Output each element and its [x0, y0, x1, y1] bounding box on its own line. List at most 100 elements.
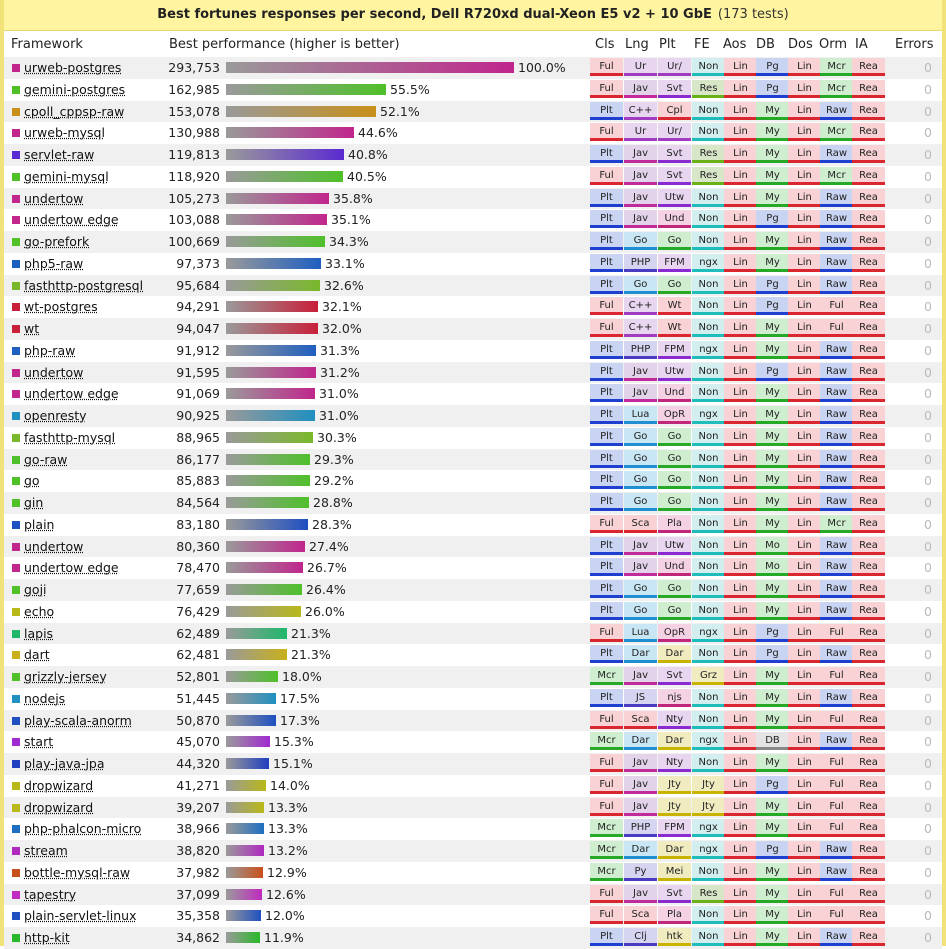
framework-link[interactable]: play-scala-anorm: [24, 712, 132, 728]
framework-link[interactable]: plain: [24, 516, 55, 532]
framework-link[interactable]: go-prefork: [24, 234, 90, 249]
framework-link[interactable]: dropwizard: [24, 777, 94, 793]
attr-lng: Go: [624, 275, 657, 294]
rps-value: 37,982: [176, 864, 220, 880]
header-lng[interactable]: Lng: [625, 37, 649, 52]
framework-link[interactable]: php5-raw: [24, 255, 84, 271]
table-row: go-raw 86,177 29.3% Plt Go Go Non Lin My Lin Raw Re…: [4, 448, 942, 471]
framework-link[interactable]: undertow: [24, 364, 84, 380]
framework-link[interactable]: servlet-raw: [24, 147, 95, 162]
attr-fe: Non: [692, 688, 725, 707]
attr-cls: Plt: [590, 558, 623, 577]
attr-ia: Rea: [852, 58, 885, 76]
attr-ia: Rea: [852, 427, 885, 446]
framework-link[interactable]: urweb-postgres: [24, 60, 122, 75]
attr-dos: Lin: [788, 601, 821, 620]
framework-link[interactable]: go: [24, 473, 40, 489]
framework-link[interactable]: urweb-mysql: [24, 125, 105, 141]
attr-aos: Lin: [724, 101, 757, 120]
attr-aos: Lin: [724, 623, 757, 642]
header-dos[interactable]: Dos: [788, 37, 813, 52]
framework-link[interactable]: php-phalcon-micro: [24, 821, 142, 837]
framework-link[interactable]: undertow: [24, 538, 84, 554]
framework-link[interactable]: stream: [24, 843, 68, 858]
attr-fe: Non: [692, 645, 725, 664]
percent-label: 44.6%: [358, 125, 398, 141]
framework-link[interactable]: undertow: [24, 190, 84, 206]
attr-fe: Jty: [692, 775, 725, 794]
header-fe[interactable]: FE: [694, 37, 710, 52]
framework-link[interactable]: undertow edge: [24, 386, 119, 402]
attr-db: Pg: [756, 275, 789, 294]
framework-link[interactable]: echo: [24, 603, 55, 619]
header-ia[interactable]: IA: [855, 37, 868, 52]
attr-orm: Raw: [820, 862, 853, 881]
header-errors[interactable]: Errors: [895, 37, 934, 52]
framework-link[interactable]: gemini-mysql: [24, 168, 109, 184]
header-aos[interactable]: Aos: [723, 37, 747, 52]
framework-link[interactable]: gemini-postgres: [24, 81, 126, 97]
attr-db: My: [756, 188, 789, 207]
framework-link[interactable]: grizzly-jersey: [24, 669, 107, 684]
framework-link[interactable]: gin: [24, 495, 44, 510]
header-orm[interactable]: Orm: [819, 37, 848, 52]
framework-link[interactable]: bottle-mysql-raw: [24, 864, 131, 880]
attr-aos: Lin: [724, 79, 757, 98]
performance-bar: [226, 453, 310, 465]
framework-link[interactable]: undertow edge: [24, 560, 119, 576]
framework-link[interactable]: nodejs: [24, 690, 66, 706]
framework-link[interactable]: dropwizard: [24, 799, 94, 815]
color-swatch: [12, 368, 20, 377]
performance-bar: [226, 279, 320, 291]
performance-bar: [226, 431, 313, 443]
attr-cls: Ful: [590, 710, 623, 729]
framework-link[interactable]: lapis: [24, 625, 54, 641]
attr-db: Pg: [756, 645, 789, 664]
framework-link[interactable]: tapestry: [24, 886, 77, 902]
attr-lng: C++: [624, 297, 657, 316]
framework-link[interactable]: wt-postgres: [24, 299, 98, 315]
attr-fe: Non: [692, 210, 725, 229]
attr-orm: Raw: [820, 188, 853, 207]
header-plt[interactable]: Plt: [659, 37, 676, 52]
framework-link[interactable]: start: [24, 734, 54, 750]
percent-label: 28.3%: [312, 516, 352, 532]
rps-value: 44,320: [176, 756, 220, 771]
framework-link[interactable]: php-raw: [24, 342, 76, 358]
header-cls[interactable]: Cls: [595, 37, 615, 52]
table-row: php-raw 91,912 31.3% Plt PHP FPM ngx Lin My Lin Ra…: [4, 340, 942, 362]
header-framework[interactable]: Framework: [11, 37, 83, 52]
table-row: start 45,070 15.3% Mcr Dar Dar ngx Lin DB Lin Raw R…: [4, 731, 942, 753]
framework-link[interactable]: undertow edge: [24, 212, 119, 228]
attr-lng: Jav: [624, 884, 657, 903]
attr-ia: Rea: [852, 79, 885, 98]
attr-plt: Go: [658, 449, 691, 468]
percent-label: 32.0%: [322, 321, 362, 336]
framework-link[interactable]: http-kit: [24, 930, 70, 945]
attr-plt: Und: [658, 384, 691, 403]
errors-count: 0: [924, 821, 932, 837]
attr-cls: Ful: [590, 123, 623, 142]
framework-link[interactable]: plain-servlet-linux: [24, 908, 137, 924]
attr-db: My: [756, 514, 789, 533]
framework-link[interactable]: dart: [24, 647, 50, 663]
attr-aos: Lin: [724, 732, 757, 751]
errors-count: 0: [924, 364, 932, 380]
framework-link[interactable]: fasthttp-mysql: [24, 429, 116, 445]
color-swatch: [12, 238, 20, 246]
framework-link[interactable]: goji: [24, 582, 47, 597]
framework-link[interactable]: wt: [24, 321, 40, 336]
attr-ia: Rea: [852, 188, 885, 207]
header-performance[interactable]: Best performance (higher is better): [169, 37, 400, 52]
framework-link[interactable]: go-raw: [24, 451, 68, 467]
framework-link[interactable]: fasthttp-postgresql: [24, 277, 144, 293]
performance-bar: [226, 192, 329, 204]
errors-count: 0: [924, 190, 932, 206]
attr-plt: OpR: [658, 406, 691, 424]
framework-link[interactable]: play-java-jpa: [24, 756, 105, 771]
header-db[interactable]: DB: [756, 37, 775, 52]
attr-fe: Res: [692, 79, 725, 98]
framework-link[interactable]: openresty: [24, 408, 87, 423]
framework-link[interactable]: cpoll_cppsp-raw: [24, 103, 125, 119]
performance-bar: [226, 671, 278, 682]
